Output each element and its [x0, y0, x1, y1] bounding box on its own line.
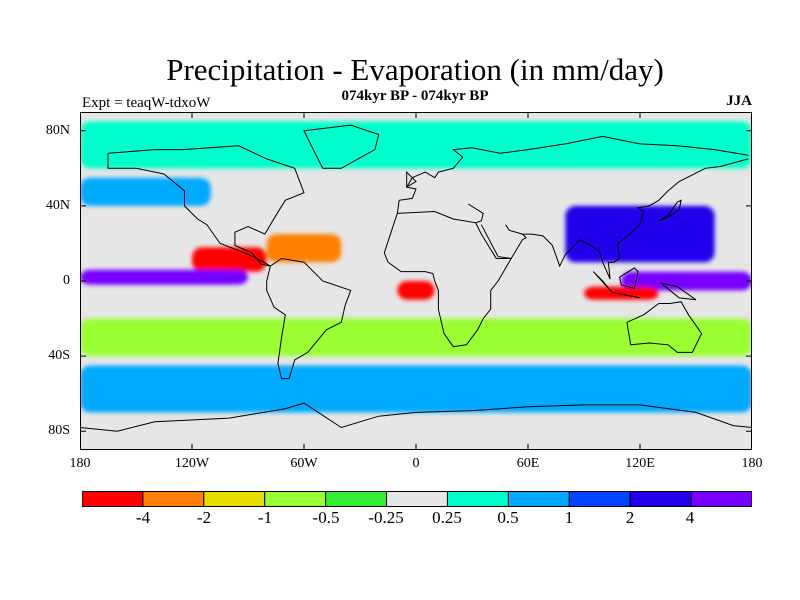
colorbar-box — [386, 491, 448, 507]
field-region — [192, 247, 267, 272]
lat-label-80s: 80S — [48, 423, 70, 438]
coastline — [468, 203, 484, 224]
colorbar-box — [264, 491, 327, 507]
coastline — [107, 145, 305, 267]
colorbar-box — [142, 491, 205, 507]
lon-label-180e: 180 — [741, 456, 763, 471]
field-region — [80, 318, 752, 357]
coastline — [626, 301, 703, 353]
lon-label-180w: 180 — [69, 456, 91, 471]
lon-label-120w: 120W — [174, 456, 210, 471]
map-subtitle: 074kyr BP - 074kyr BP — [341, 88, 489, 104]
field-region — [80, 269, 248, 285]
colorbar-box — [82, 491, 144, 507]
field-region — [584, 286, 659, 300]
lat-label-eq: 0 — [63, 273, 70, 288]
map-title: Precipitation - Evaporation (in mm/day) — [166, 52, 664, 87]
coastline — [303, 124, 380, 169]
colorbar-label: 2 — [625, 508, 635, 527]
field-region — [80, 365, 752, 413]
field-region — [621, 271, 752, 291]
lon-label-120e: 120E — [625, 456, 655, 471]
colorbar-label: -4 — [135, 508, 151, 527]
colorbar-box — [690, 491, 752, 507]
colorbar-box — [629, 491, 692, 507]
coastline — [266, 257, 352, 380]
coastline — [80, 402, 752, 432]
field-region — [266, 234, 342, 263]
experiment-label: Expt = teaqW-tdxoW — [82, 95, 211, 111]
coastline — [480, 224, 527, 260]
field-region — [565, 205, 715, 263]
colorbar-box — [507, 491, 570, 507]
lon-label-60w: 60W — [290, 456, 318, 471]
colorbar-label: 0.25 — [432, 508, 462, 527]
colorbar-label: 0.5 — [497, 508, 519, 527]
field-region — [397, 281, 435, 300]
colorbar-box — [446, 491, 509, 507]
coastline — [658, 199, 682, 222]
colorbar-label: -2 — [196, 508, 212, 527]
colorbar-box — [203, 491, 266, 507]
precipitation-map — [80, 112, 752, 450]
lon-label-60e: 60E — [516, 456, 540, 471]
colorbar-box — [325, 491, 388, 507]
coastline — [611, 291, 641, 299]
coastline — [396, 135, 749, 214]
lon-label-0: 0 — [412, 456, 420, 471]
colorbar-label: -0.25 — [368, 508, 404, 527]
colorbar-label: 1 — [564, 508, 574, 527]
lat-label-80n: 80N — [45, 123, 70, 138]
coastline — [522, 158, 749, 280]
colorbar-label: 4 — [685, 508, 695, 527]
colorbar-label: -1 — [257, 508, 273, 527]
colorbar-label: -0.5 — [312, 508, 340, 527]
colorbar — [82, 491, 752, 507]
lat-label-40n: 40N — [45, 198, 70, 213]
coastline — [406, 170, 417, 188]
coastline — [383, 210, 513, 348]
field-region — [80, 121, 752, 169]
lat-label-40s: 40S — [48, 348, 70, 363]
coastline — [660, 282, 697, 301]
coastline — [592, 271, 613, 293]
season-label: JJA — [726, 93, 752, 109]
coastline — [619, 267, 639, 290]
field-region — [80, 177, 211, 206]
colorbar-box — [568, 491, 631, 507]
